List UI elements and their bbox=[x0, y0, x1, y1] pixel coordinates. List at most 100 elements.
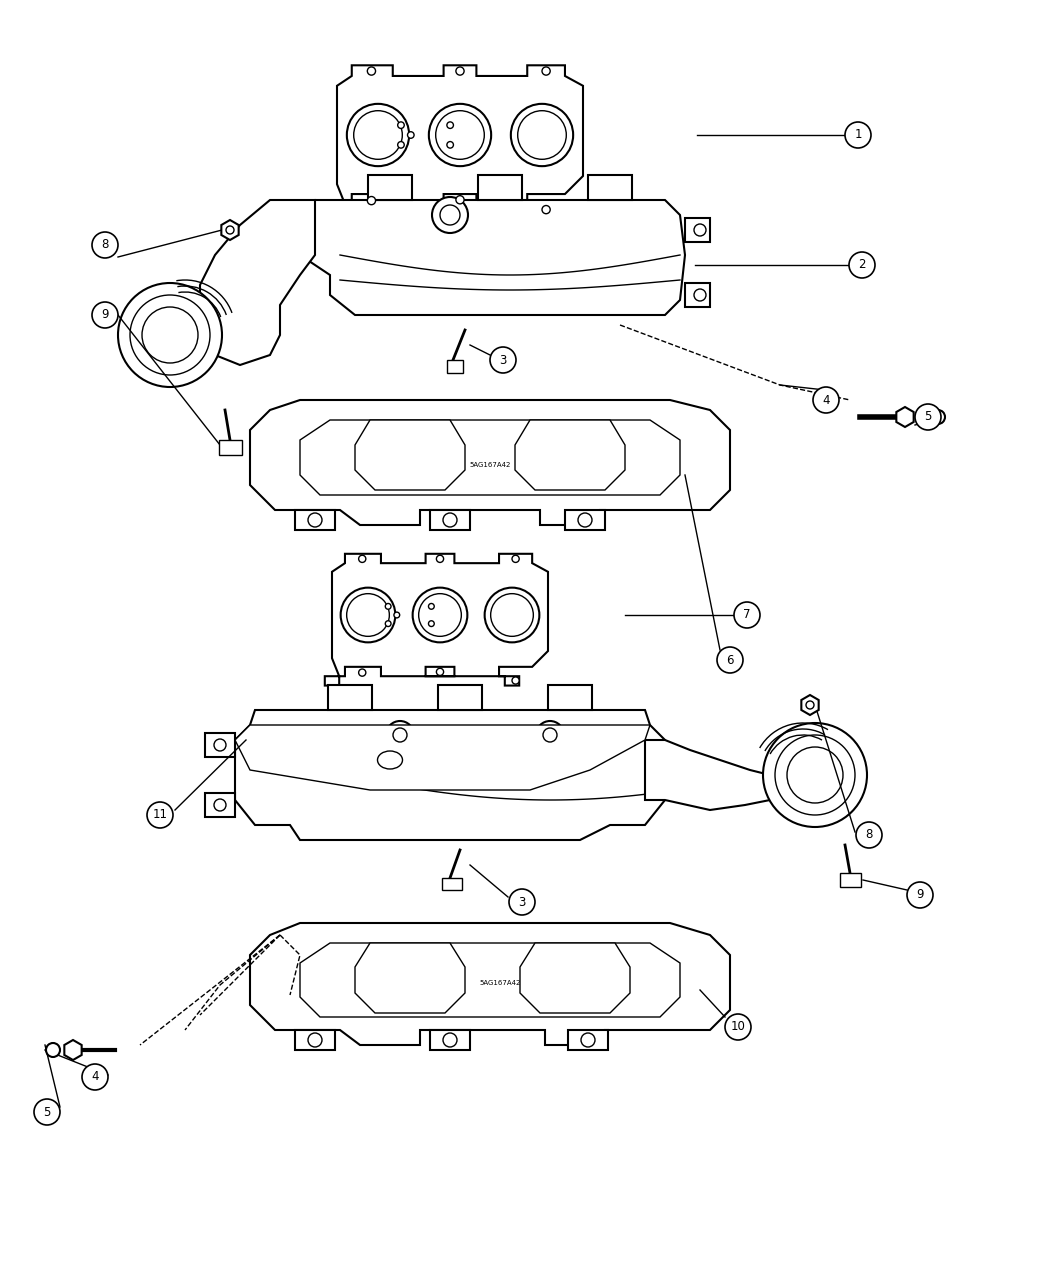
Polygon shape bbox=[430, 510, 470, 530]
Polygon shape bbox=[324, 553, 548, 686]
Circle shape bbox=[511, 103, 573, 166]
Circle shape bbox=[359, 669, 365, 676]
Polygon shape bbox=[300, 419, 680, 495]
Circle shape bbox=[578, 513, 592, 527]
Polygon shape bbox=[355, 944, 465, 1014]
Circle shape bbox=[46, 1043, 60, 1057]
Circle shape bbox=[130, 295, 210, 375]
Circle shape bbox=[717, 646, 743, 673]
Circle shape bbox=[849, 252, 875, 278]
Circle shape bbox=[443, 513, 457, 527]
Polygon shape bbox=[438, 685, 482, 710]
Circle shape bbox=[386, 720, 414, 748]
Circle shape bbox=[92, 232, 118, 258]
Circle shape bbox=[509, 889, 536, 915]
Circle shape bbox=[142, 307, 198, 363]
Circle shape bbox=[734, 602, 760, 629]
Polygon shape bbox=[64, 1040, 82, 1060]
Circle shape bbox=[512, 677, 519, 685]
Polygon shape bbox=[250, 923, 730, 1046]
Circle shape bbox=[845, 122, 871, 148]
Circle shape bbox=[407, 131, 414, 138]
Polygon shape bbox=[295, 1030, 335, 1051]
Circle shape bbox=[385, 603, 391, 609]
Polygon shape bbox=[897, 407, 914, 427]
Text: 4: 4 bbox=[91, 1071, 99, 1084]
Polygon shape bbox=[219, 440, 242, 455]
Polygon shape bbox=[514, 419, 625, 490]
Text: 9: 9 bbox=[101, 309, 109, 321]
Polygon shape bbox=[430, 1030, 470, 1051]
Polygon shape bbox=[801, 695, 819, 715]
Text: 5AG167A42: 5AG167A42 bbox=[469, 462, 510, 468]
Circle shape bbox=[694, 224, 706, 236]
Polygon shape bbox=[205, 793, 235, 817]
Circle shape bbox=[398, 122, 404, 129]
Circle shape bbox=[214, 799, 226, 811]
Circle shape bbox=[346, 103, 410, 166]
Circle shape bbox=[813, 388, 839, 413]
Text: 3: 3 bbox=[500, 353, 507, 366]
Polygon shape bbox=[447, 360, 463, 374]
Circle shape bbox=[542, 68, 550, 75]
Text: 10: 10 bbox=[731, 1020, 746, 1034]
Polygon shape bbox=[329, 65, 583, 215]
Polygon shape bbox=[355, 419, 465, 490]
Polygon shape bbox=[235, 710, 665, 840]
Polygon shape bbox=[568, 1030, 608, 1051]
Circle shape bbox=[398, 142, 404, 148]
Circle shape bbox=[542, 205, 550, 214]
Text: 8: 8 bbox=[101, 238, 109, 251]
Polygon shape bbox=[685, 218, 710, 242]
Circle shape bbox=[340, 588, 396, 643]
Circle shape bbox=[443, 1033, 457, 1047]
Circle shape bbox=[428, 621, 435, 626]
Polygon shape bbox=[205, 733, 235, 757]
Polygon shape bbox=[235, 725, 650, 790]
Polygon shape bbox=[250, 400, 730, 525]
Text: 5AG167A42: 5AG167A42 bbox=[479, 980, 521, 986]
Circle shape bbox=[456, 68, 464, 75]
Polygon shape bbox=[520, 944, 630, 1014]
Circle shape bbox=[413, 588, 467, 643]
Circle shape bbox=[440, 205, 460, 224]
Circle shape bbox=[437, 555, 443, 562]
Circle shape bbox=[368, 68, 376, 75]
Circle shape bbox=[359, 555, 365, 562]
Circle shape bbox=[536, 720, 564, 748]
Circle shape bbox=[490, 347, 516, 374]
Polygon shape bbox=[300, 200, 685, 315]
Circle shape bbox=[354, 111, 402, 159]
Polygon shape bbox=[368, 175, 412, 200]
Polygon shape bbox=[295, 510, 335, 530]
Circle shape bbox=[92, 302, 118, 328]
Circle shape bbox=[512, 555, 519, 562]
Polygon shape bbox=[478, 175, 522, 200]
Text: 2: 2 bbox=[858, 259, 866, 272]
Text: 3: 3 bbox=[519, 895, 526, 909]
Circle shape bbox=[34, 1099, 60, 1125]
Polygon shape bbox=[442, 878, 462, 890]
Text: 7: 7 bbox=[743, 608, 751, 621]
Circle shape bbox=[788, 747, 843, 803]
Circle shape bbox=[931, 411, 945, 425]
Circle shape bbox=[543, 728, 556, 742]
Circle shape bbox=[437, 668, 443, 676]
Circle shape bbox=[456, 195, 464, 204]
Circle shape bbox=[763, 723, 867, 827]
Circle shape bbox=[82, 1065, 108, 1090]
Circle shape bbox=[432, 198, 468, 233]
Polygon shape bbox=[645, 740, 770, 810]
Circle shape bbox=[428, 603, 435, 609]
Circle shape bbox=[436, 111, 484, 159]
Circle shape bbox=[368, 196, 376, 205]
Circle shape bbox=[394, 612, 400, 618]
Circle shape bbox=[447, 122, 454, 129]
Text: 11: 11 bbox=[152, 808, 168, 821]
Circle shape bbox=[385, 621, 391, 626]
Circle shape bbox=[118, 283, 222, 388]
Circle shape bbox=[346, 594, 390, 636]
Circle shape bbox=[226, 226, 234, 235]
Ellipse shape bbox=[378, 751, 402, 769]
Polygon shape bbox=[548, 685, 592, 710]
